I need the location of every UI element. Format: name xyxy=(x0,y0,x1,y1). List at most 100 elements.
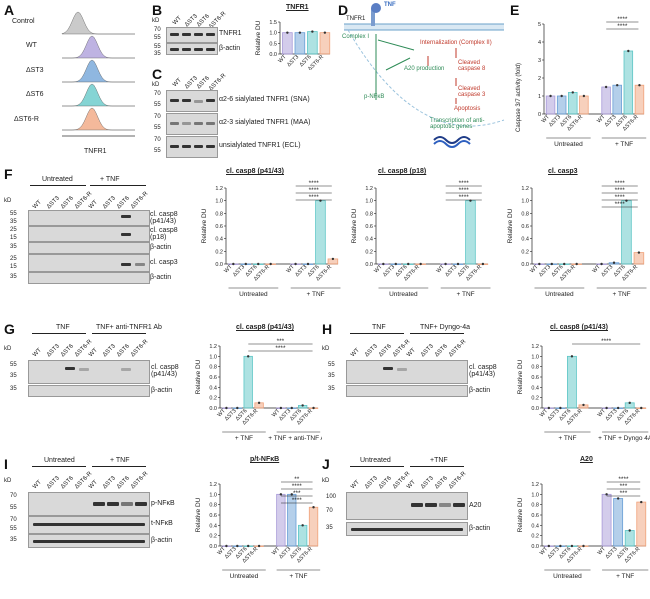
y-tick-label: 0.8 xyxy=(215,211,223,217)
data-point xyxy=(225,544,228,548)
panel-label-g: G xyxy=(4,321,15,337)
x-tick-label: ΔST3 xyxy=(600,264,614,278)
bar xyxy=(307,31,318,55)
y-tick-label: 0.0 xyxy=(209,544,217,550)
blot-label: β-actin xyxy=(469,387,491,394)
y-tick-label: 0.6 xyxy=(521,224,529,230)
histogram-1 xyxy=(62,35,135,59)
mw-marker: 35 xyxy=(328,386,335,392)
blot-i-tnfkb xyxy=(28,516,150,534)
lane-label: ΔST3 xyxy=(420,343,435,359)
group-label: + TNF xyxy=(457,291,475,298)
bar xyxy=(556,95,567,115)
lane-label: ΔST3 xyxy=(364,343,379,359)
data-point xyxy=(549,94,552,98)
bar xyxy=(623,50,634,115)
hist-label-dst6r: ΔST6-R xyxy=(14,116,39,123)
blot-label: β-actin xyxy=(151,537,173,544)
data-point xyxy=(382,262,385,266)
data-point xyxy=(582,403,585,407)
data-point xyxy=(604,85,608,89)
bar xyxy=(612,84,622,115)
bar xyxy=(634,84,645,115)
bar xyxy=(636,501,647,547)
diagram-transcription: Transcription of anti-apoptotic genes xyxy=(430,118,485,130)
data-point xyxy=(559,544,562,548)
data-point xyxy=(257,401,261,405)
chart-title-f2: cl. casp8 (p18) xyxy=(378,168,427,175)
y-tick-label: 1.0 xyxy=(531,492,539,498)
lane-label: ΔST6-R xyxy=(448,338,468,359)
x-tick-label: WT xyxy=(539,408,550,419)
bar xyxy=(568,92,578,115)
bar xyxy=(308,506,319,547)
y-axis-label: Relative DU xyxy=(195,359,202,394)
y-tick-label: 0.2 xyxy=(365,249,373,255)
blot-i-pnfkb xyxy=(28,492,150,516)
lane-label: ΔST6 xyxy=(116,343,131,359)
lane-label: ΔST6 xyxy=(60,475,75,491)
panel-label-e: E xyxy=(510,2,520,18)
data-point xyxy=(456,262,460,266)
mw-marker: 25 xyxy=(10,227,17,233)
x-tick-label: ΔST3 xyxy=(294,264,308,278)
y-tick-label: 1 xyxy=(538,94,541,100)
x-tick-label: ΔST3 xyxy=(605,546,619,560)
lane-label: ΔST3 xyxy=(46,343,61,359)
y-axis-label: Relative DU xyxy=(517,497,524,532)
sig-stars: **** xyxy=(309,194,320,201)
sig-stars: **** xyxy=(459,180,470,187)
bar xyxy=(613,498,624,547)
mw-marker: 35 xyxy=(328,373,335,379)
lane-label: ΔST6-R xyxy=(448,470,468,491)
sig-stars: **** xyxy=(617,16,628,23)
mw-marker: 35 xyxy=(154,51,161,57)
group-label: Untreated xyxy=(389,291,418,298)
diagram-tnfr1: TNFR1 xyxy=(346,16,366,22)
x-tick-label: WT xyxy=(271,546,282,557)
blot-j-actin xyxy=(346,522,468,536)
mw-marker: 70 xyxy=(154,137,161,143)
x-tick-label: WT xyxy=(597,408,608,419)
data-point xyxy=(419,262,422,266)
x-tick-label: WT xyxy=(529,264,540,275)
lane-label: ΔST3 xyxy=(102,343,117,359)
kd-label-b: kD xyxy=(152,18,160,24)
lane-label: WT xyxy=(172,15,183,27)
blot-label: β-actin xyxy=(469,525,491,532)
lane-label: ΔST6-R xyxy=(130,470,150,491)
diagram-complex1: Complex I xyxy=(342,34,370,40)
sig-stars: **** xyxy=(275,345,286,352)
group-label: + TNF + Dyngo 4A xyxy=(598,435,650,442)
hist-label-dst3: ΔST3 xyxy=(26,67,44,74)
data-point xyxy=(600,262,603,266)
mw-marker: 35 xyxy=(10,244,17,250)
y-tick-label: 0.6 xyxy=(209,513,217,519)
data-point xyxy=(236,544,239,548)
mw-marker: 55 xyxy=(154,44,161,50)
data-point xyxy=(637,251,641,254)
lane-label: WT xyxy=(32,199,43,211)
y-tick-label: 0.0 xyxy=(531,544,539,550)
y-tick-label: 0.2 xyxy=(531,396,539,402)
lane-label: ΔST3 xyxy=(102,475,117,491)
hist-label-dst6: ΔST6 xyxy=(26,91,44,98)
x-tick-label: ΔST3 xyxy=(444,264,458,278)
lane-label: ΔST6 xyxy=(60,195,75,211)
data-point xyxy=(538,262,541,266)
mw-marker: 35 xyxy=(10,373,17,379)
y-tick-label: 1.2 xyxy=(531,344,539,350)
y-tick-label: 1.2 xyxy=(521,186,529,192)
blot-h-actin xyxy=(346,385,468,397)
y-tick-label: 0.8 xyxy=(521,211,529,217)
lane-label: WT xyxy=(350,479,361,491)
mw-marker: 55 xyxy=(10,362,17,368)
data-point xyxy=(225,406,228,410)
y-tick-label: 2 xyxy=(538,76,541,82)
bar xyxy=(276,493,286,547)
chart-title-i: p/t-NFκB xyxy=(250,456,280,463)
x-tick-label: WT xyxy=(217,546,228,557)
